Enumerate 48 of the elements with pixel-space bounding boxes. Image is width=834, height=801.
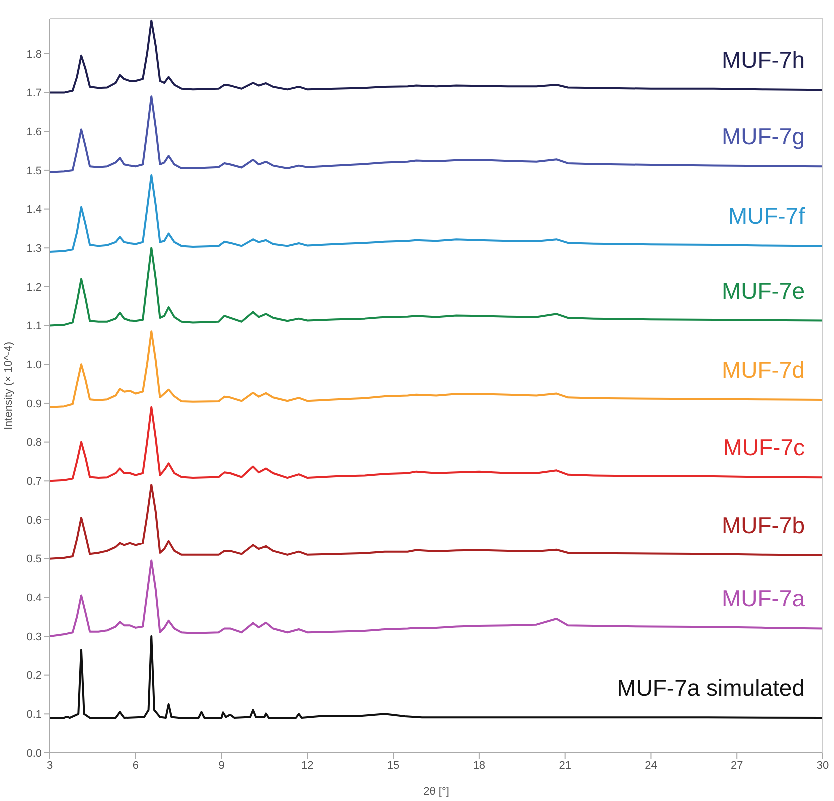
series-label: MUF-7h (722, 47, 805, 74)
y-tick-label: 0.8 (26, 437, 42, 450)
x-axis-title: 2θ [°] (424, 786, 450, 798)
y-tick-label: 1.6 (26, 126, 42, 139)
y-tick-label: 1.7 (26, 88, 42, 100)
x-tick-label: 18 (473, 760, 486, 772)
line-series (50, 96, 823, 174)
x-tick-label: 15 (387, 760, 400, 772)
line-series (50, 247, 823, 327)
y-tick-label: 0.6 (26, 514, 42, 527)
y-tick-label: 0.4 (26, 592, 42, 605)
y-tick-label: 0.1 (26, 709, 42, 722)
line-series (50, 330, 823, 408)
y-tick-label: 1.3 (26, 243, 42, 256)
x-tick-label: 9 (218, 760, 225, 772)
x-tick-label: 6 (132, 760, 139, 772)
series-label: MUF-7a (722, 586, 806, 612)
y-tick-label: 1.0 (26, 360, 42, 372)
y-tick-label: 1.1 (26, 320, 42, 333)
x-tick-label: 21 (559, 760, 572, 772)
line-series (50, 635, 823, 720)
y-tick-label: 0.0 (26, 748, 42, 760)
y-tick-label: 0.5 (26, 554, 42, 566)
series-label: MUF-7g (722, 124, 805, 150)
series-label: MUF-7a simulated (617, 675, 805, 702)
y-tick-label: 1.8 (26, 48, 42, 61)
y-tick-label: 0.3 (26, 631, 42, 644)
series-label: MUF-7b (722, 512, 805, 538)
series-label: MUF-7e (722, 278, 805, 304)
x-tick-label: 27 (730, 760, 744, 772)
y-tick-label: 1.4 (26, 204, 42, 216)
x-tick-label: 3 (46, 760, 54, 772)
y-tick-label: 0.9 (26, 398, 42, 410)
y-tick-label: 0.2 (26, 670, 42, 682)
y-tick-label: 1.2 (26, 282, 42, 294)
y-tick-label: 1.5 (26, 165, 42, 178)
x-tick-label: 12 (302, 760, 314, 772)
series-label: MUF-7d (722, 356, 805, 383)
line-series (50, 560, 823, 638)
y-axis-title: Intensity (× 10^-4) (2, 342, 15, 430)
line-series (50, 174, 823, 254)
x-tick-label: 30 (816, 760, 830, 772)
x-tick-label: 24 (645, 760, 658, 772)
series-label: MUF-7c (723, 434, 805, 461)
line-series (50, 484, 823, 560)
line-series (50, 406, 823, 482)
series-label: MUF-7f (728, 203, 806, 230)
y-tick-label: 0.7 (26, 476, 42, 488)
